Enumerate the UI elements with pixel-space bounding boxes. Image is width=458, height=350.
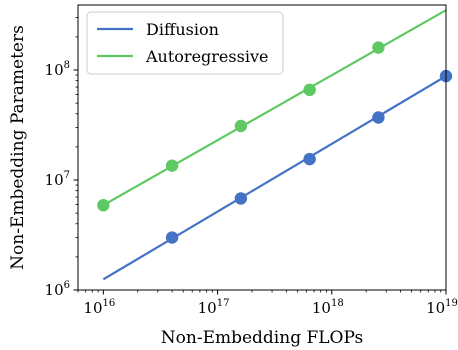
autoregressive-fit-line (102, 9, 446, 207)
series-layer (102, 9, 446, 281)
diffusion-point (372, 111, 385, 124)
y-tick-label: 108 (45, 60, 70, 79)
diffusion-point (165, 231, 179, 244)
autoregressive-legend-label: Autoregressive (145, 47, 268, 66)
x-tick-label: 1019 (426, 298, 458, 317)
plot-frame (77, 4, 447, 291)
autoregressive-point (372, 41, 385, 54)
markers-layer (97, 41, 453, 244)
x-tick-label: 1016 (83, 298, 115, 317)
autoregressive-point (234, 119, 248, 133)
y-axis-ticks: 106 107 108 (45, 17, 78, 299)
diffusion-legend-label: Diffusion (146, 20, 219, 39)
x-tick-label: 1018 (312, 298, 344, 317)
y-tick-label: 106 (45, 280, 70, 299)
autoregressive-point (165, 159, 179, 172)
x-axis-ticks: 1016 1017 1018 1019 (77, 290, 458, 317)
autoregressive-point (97, 199, 110, 212)
y-tick-label: 107 (45, 170, 70, 189)
y-axis-label: Non-Embedding Parameters (8, 25, 28, 270)
diffusion-point (234, 192, 248, 205)
diffusion-point (303, 152, 316, 166)
diffusion-fit-line (102, 75, 446, 281)
autoregressive-point (303, 83, 316, 97)
legend-box (86, 11, 284, 75)
x-axis-label: Non-Embedding FLOPs (161, 328, 363, 348)
legend: Diffusion Autoregressive (86, 11, 284, 75)
x-tick-label: 1017 (198, 298, 230, 317)
